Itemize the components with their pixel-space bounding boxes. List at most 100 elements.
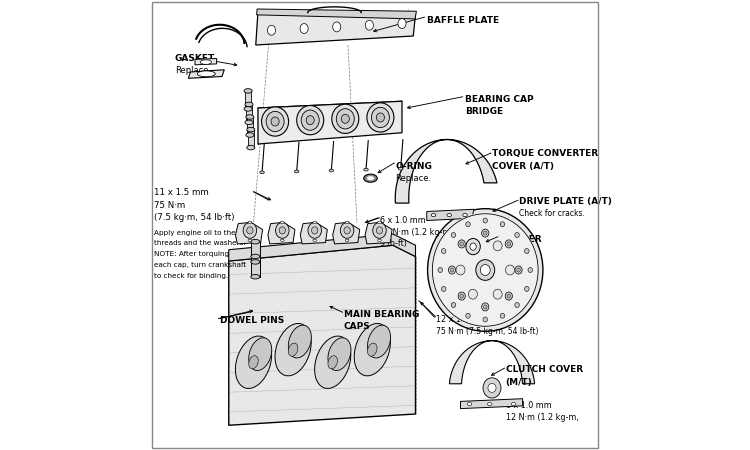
Polygon shape [188,70,224,78]
Ellipse shape [248,221,252,224]
Text: O-RING: O-RING [395,162,432,171]
Text: DRIVE PLATE (A/T): DRIVE PLATE (A/T) [519,197,612,206]
Ellipse shape [251,274,260,279]
Ellipse shape [460,242,464,246]
Ellipse shape [275,324,311,376]
Polygon shape [195,58,217,65]
Ellipse shape [466,222,470,227]
Polygon shape [236,222,262,244]
Ellipse shape [340,222,354,239]
Ellipse shape [236,336,272,388]
Ellipse shape [354,324,391,376]
Text: MAIN BEARING: MAIN BEARING [344,310,418,319]
Text: each cap, turn crankshaft: each cap, turn crankshaft [154,262,247,268]
Ellipse shape [243,222,256,239]
Ellipse shape [506,292,512,300]
Ellipse shape [295,170,299,173]
Polygon shape [300,222,327,244]
Ellipse shape [528,267,532,273]
Text: BRIDGE: BRIDGE [465,107,503,116]
Polygon shape [333,222,360,244]
Ellipse shape [311,227,318,234]
Ellipse shape [345,239,349,241]
Ellipse shape [494,289,502,299]
Ellipse shape [197,71,215,77]
Text: Check for cracks.: Check for cracks. [519,209,585,218]
Ellipse shape [371,107,389,127]
Ellipse shape [506,265,515,275]
Ellipse shape [247,145,255,150]
Ellipse shape [458,292,465,300]
Ellipse shape [249,338,272,370]
Ellipse shape [398,167,403,170]
Ellipse shape [438,267,442,273]
Ellipse shape [507,294,511,298]
Ellipse shape [333,22,340,32]
Ellipse shape [432,213,538,328]
Text: BAFFLE PLATE: BAFFLE PLATE [427,16,499,25]
Polygon shape [248,130,254,148]
Text: 12 N·m (1.2 kg-m,: 12 N·m (1.2 kg-m, [380,228,452,237]
Ellipse shape [500,222,505,227]
Ellipse shape [297,105,324,135]
Text: WASHER: WASHER [499,235,542,244]
Ellipse shape [262,107,289,136]
Ellipse shape [456,265,465,275]
Ellipse shape [376,113,385,122]
Ellipse shape [466,238,480,255]
Text: 9 lb-ft): 9 lb-ft) [380,239,406,248]
Ellipse shape [280,239,284,241]
Text: 11 x 1.5 mm: 11 x 1.5 mm [154,188,209,197]
Ellipse shape [376,227,382,234]
Text: TORQUE CONVERTER: TORQUE CONVERTER [492,149,598,158]
Ellipse shape [314,336,351,388]
Polygon shape [247,117,253,135]
Polygon shape [256,9,416,19]
Ellipse shape [431,214,436,216]
Ellipse shape [247,227,253,234]
Polygon shape [395,140,497,203]
Text: BEARING CAP: BEARING CAP [465,94,534,104]
Ellipse shape [476,260,495,280]
Polygon shape [229,245,416,425]
Ellipse shape [524,248,529,253]
Ellipse shape [306,116,314,125]
Ellipse shape [378,221,381,224]
Text: 75 N·m (7.5 kg-m, 54 lb-ft): 75 N·m (7.5 kg-m, 54 lb-ft) [436,327,538,336]
Polygon shape [256,11,416,45]
Ellipse shape [329,169,334,172]
Ellipse shape [251,254,260,259]
Ellipse shape [514,302,519,307]
Ellipse shape [500,313,505,318]
Text: 12 x 1.0 mm: 12 x 1.0 mm [436,315,487,324]
Ellipse shape [488,402,492,406]
Text: Replace.: Replace. [395,174,431,183]
Ellipse shape [482,229,489,237]
Ellipse shape [245,120,253,125]
Ellipse shape [336,108,354,129]
Ellipse shape [200,60,211,64]
Ellipse shape [507,242,511,246]
Ellipse shape [463,214,467,216]
Ellipse shape [328,338,351,370]
Text: 12 N·m (1.2 kg-m,: 12 N·m (1.2 kg-m, [506,413,578,422]
Ellipse shape [447,214,452,216]
Polygon shape [427,209,474,220]
Ellipse shape [494,241,502,251]
Polygon shape [246,104,252,122]
Ellipse shape [480,265,490,275]
Text: 6 x 1.0 mm: 6 x 1.0 mm [506,400,551,410]
Ellipse shape [246,133,254,137]
Ellipse shape [364,168,368,171]
Text: GASKET: GASKET [175,54,215,63]
Ellipse shape [245,102,253,107]
Ellipse shape [271,117,279,126]
Polygon shape [268,222,295,244]
Ellipse shape [246,115,254,119]
Ellipse shape [332,104,358,133]
Text: threads and the washers.: threads and the washers. [154,240,246,246]
Ellipse shape [313,239,316,241]
Ellipse shape [365,20,374,30]
Ellipse shape [266,111,284,131]
Ellipse shape [378,239,381,241]
